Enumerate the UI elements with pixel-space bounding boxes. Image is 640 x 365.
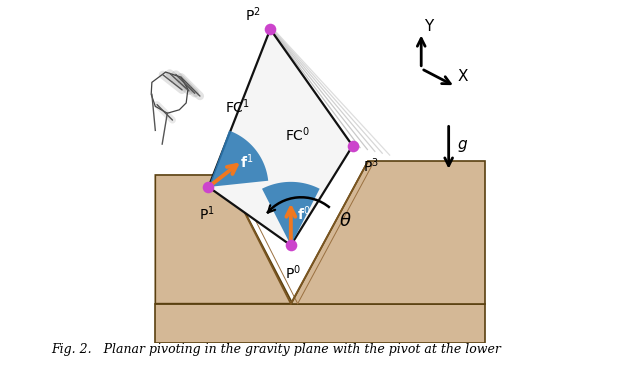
Text: FC$^1$: FC$^1$ xyxy=(225,97,250,116)
Point xyxy=(348,143,358,149)
Polygon shape xyxy=(209,29,353,245)
Text: $\theta$: $\theta$ xyxy=(339,212,352,230)
Text: X: X xyxy=(458,69,468,84)
Text: FC$^0$: FC$^0$ xyxy=(285,125,310,144)
Text: g: g xyxy=(457,137,467,151)
Text: Y: Y xyxy=(424,19,433,34)
Polygon shape xyxy=(156,175,292,304)
Point xyxy=(285,242,296,248)
Polygon shape xyxy=(262,182,319,245)
Text: f$^1$: f$^1$ xyxy=(239,153,253,171)
Text: P$^1$: P$^1$ xyxy=(199,205,214,223)
Text: P$^0$: P$^0$ xyxy=(285,263,301,282)
Polygon shape xyxy=(151,72,188,113)
Point xyxy=(265,26,275,32)
Point xyxy=(204,184,214,190)
Polygon shape xyxy=(209,131,268,187)
Text: f$^0$: f$^0$ xyxy=(297,204,310,223)
Text: Fig. 2.   Planar pivoting in the gravity plane with the pivot at the lower: Fig. 2. Planar pivoting in the gravity p… xyxy=(51,343,501,356)
Polygon shape xyxy=(291,161,484,304)
Text: P$^3$: P$^3$ xyxy=(363,156,379,175)
Text: P$^2$: P$^2$ xyxy=(245,5,260,24)
Polygon shape xyxy=(156,304,484,343)
